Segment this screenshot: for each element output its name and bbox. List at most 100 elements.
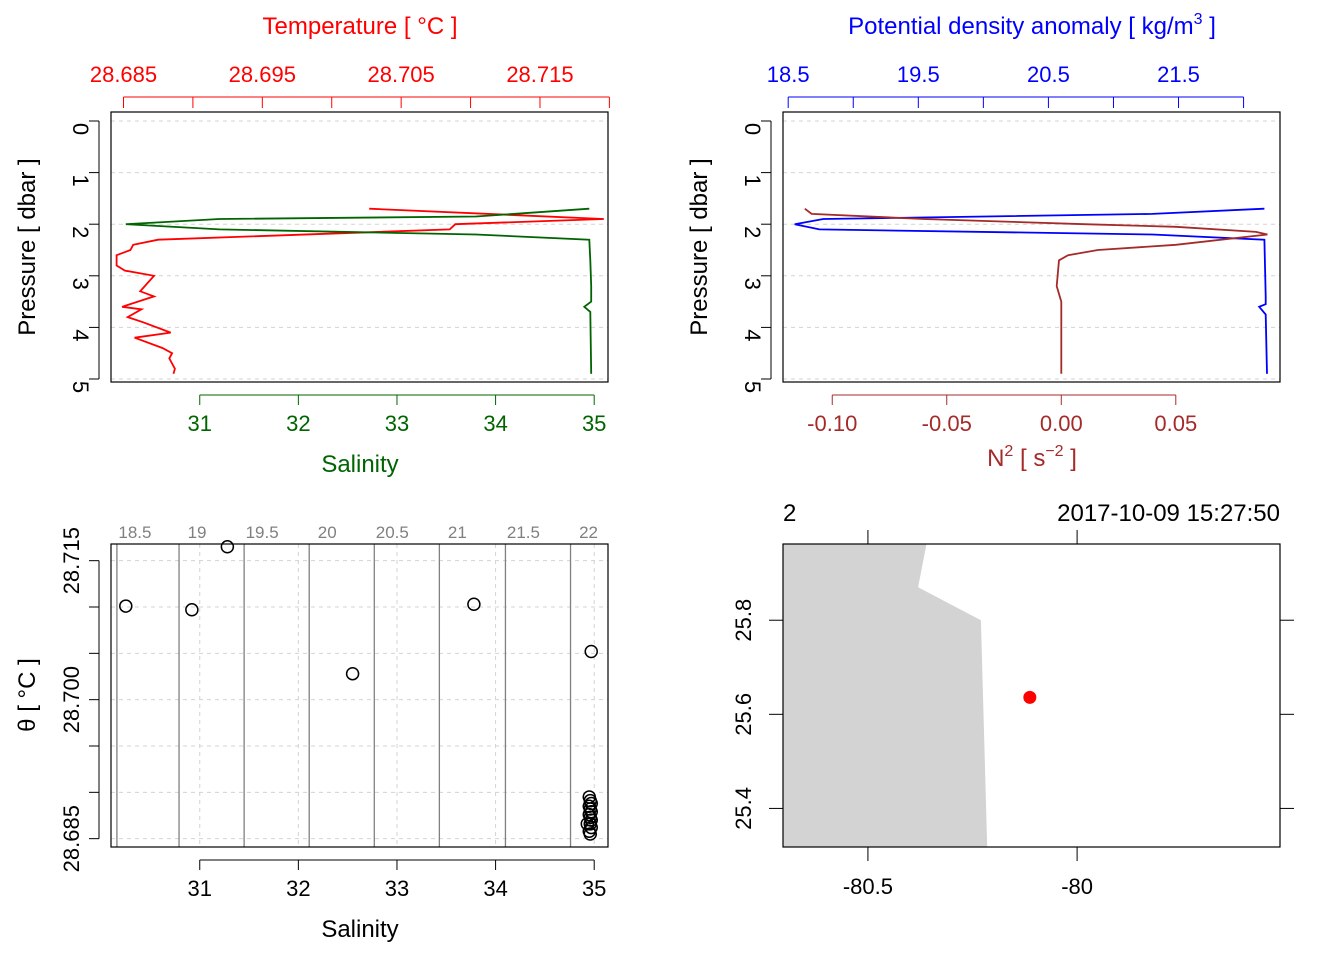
top-axis-tick-label: 28.685: [90, 62, 157, 87]
top-axis-tick-label: 20.5: [1027, 62, 1070, 87]
p3-plot-frame: [110, 543, 609, 848]
isopycnal-label: 19: [188, 523, 207, 542]
pressure-tick-label: 2: [68, 226, 93, 238]
pressure-tick-label: 3: [68, 278, 93, 290]
p1-profile-lines: [115, 207, 604, 375]
series-line-temperature: [115, 207, 604, 375]
panel-station-map: 2 2017-10-09 15:27:50 -80.5 -80 25.4 25.6 25…: [731, 500, 1294, 899]
series-line-potential-density-anomaly: [794, 207, 1268, 374]
top-axis-tick-label: 19.5: [897, 62, 940, 87]
p4-plot-frame: [782, 543, 1281, 848]
ts-point: [345, 666, 360, 681]
panel-ts-diagram: 18.5 19 19.5 20 20.5 21 21.5 22 31 32 33 34 35 Sali…: [14, 523, 609, 943]
bottom-axis-tick-label: -0.10: [807, 411, 857, 436]
p3-isopycnal-lines: 18.5 19 19.5 20 20.5 21 21.5 22: [116, 523, 598, 847]
p2-density-axis-title: Potential density anomaly [ kg/m3 ]: [848, 11, 1216, 40]
salinity-tick-label: 35: [582, 876, 606, 901]
longitude-tick-label: -80.5: [843, 874, 893, 899]
p3-theta-axis: 28.685 28.700 28.715: [59, 527, 100, 872]
ts-point: [580, 817, 595, 831]
panel-temperature-salinity-profile: Temperature [ °C ] 28.685 28.695 28.705 28.…: [14, 13, 610, 478]
bottom-axis-tick-label: 0.00: [1040, 411, 1083, 436]
p1-temperature-axis-title: Temperature [ °C ]: [263, 13, 458, 40]
pressure-tick-label: 2: [740, 226, 765, 238]
p2-pressure-axis-title: Pressure [ dbar ]: [686, 158, 713, 335]
p1-pressure-axis: 0 1 2 3 4 5: [68, 120, 100, 393]
p2-n2-axis-title: N2 [ s−2 ]: [987, 443, 1077, 472]
bottom-axis-tick-label: -0.05: [922, 411, 972, 436]
ts-point: [220, 540, 235, 554]
bottom-axis-tick-label: 33: [385, 411, 409, 436]
series-line-salinity: [125, 207, 593, 374]
pressure-tick-label: 4: [68, 329, 93, 341]
bottom-axis-tick-label: 31: [188, 411, 212, 436]
bottom-axis-tick-label: 35: [582, 411, 606, 436]
theta-tick-label: 28.685: [59, 805, 84, 872]
p1-gridlines: [111, 120, 608, 380]
panel-density-n2-profile: Potential density anomaly [ kg/m3 ] 18.5…: [686, 11, 1281, 472]
isopycnal-label: 21.5: [507, 523, 540, 542]
p4-map-axes: -80.5 -80 25.4 25.6 25.8: [731, 530, 1294, 899]
p1-salinity-axis: 31 32 33 34 35: [188, 394, 606, 436]
ts-point: [119, 599, 133, 613]
bottom-axis-tick-label: 0.05: [1154, 411, 1197, 436]
p2-density-axis: 18.5 19.5 20.5 21.5: [767, 62, 1245, 108]
ts-point: [583, 827, 597, 841]
top-axis-tick-label: 21.5: [1157, 62, 1200, 87]
pressure-tick-label: 5: [68, 381, 93, 393]
p4-station-label: 2: [783, 500, 796, 527]
isopycnal-label: 18.5: [118, 523, 151, 542]
p1-temperature-axis: 28.685 28.695 28.705 28.715: [90, 62, 610, 108]
salinity-tick-label: 34: [483, 876, 507, 901]
bottom-axis-tick-label: 34: [483, 411, 507, 436]
p2-gridlines: [783, 120, 1280, 380]
salinity-tick-label: 31: [188, 876, 212, 901]
pressure-tick-label: 1: [68, 174, 93, 186]
isopycnal-label: 22: [579, 523, 598, 542]
p4-map-content: [783, 544, 1037, 847]
salinity-tick-label: 32: [286, 876, 310, 901]
station-marker: [1023, 690, 1037, 704]
pressure-tick-label: 4: [740, 329, 765, 341]
land-polygon: [783, 544, 988, 847]
p2-plot-frame: [782, 111, 1281, 383]
theta-tick-label: 28.715: [59, 527, 84, 594]
ts-point: [584, 644, 598, 659]
ts-point: [185, 603, 199, 617]
pressure-tick-label: 0: [68, 123, 93, 135]
p3-ts-points: [119, 540, 598, 841]
top-axis-tick-label: 28.705: [367, 62, 434, 87]
p3-salinity-axis: 31 32 33 34 35: [188, 859, 606, 901]
pressure-tick-label: 0: [740, 123, 765, 135]
pressure-tick-label: 3: [740, 278, 765, 290]
p2-pressure-axis: 0 1 2 3 4 5: [740, 120, 772, 393]
longitude-tick-label: -80: [1061, 874, 1093, 899]
latitude-tick-label: 25.4: [731, 787, 756, 830]
theta-tick-label: 28.700: [59, 666, 84, 733]
p3-gridlines: [111, 544, 608, 847]
isopycnal-label: 19.5: [246, 523, 279, 542]
top-axis-tick-label: 18.5: [767, 62, 810, 87]
bottom-axis-tick-label: 32: [286, 411, 310, 436]
p2-n2-axis: -0.10 -0.05 0.00 0.05: [807, 394, 1197, 436]
p1-plot-frame: [110, 111, 609, 383]
series-line-n2: [804, 207, 1268, 374]
ts-point: [467, 597, 481, 611]
isopycnal-label: 21: [448, 523, 467, 542]
top-axis-tick-label: 28.715: [506, 62, 573, 87]
p4-datetime-label: 2017-10-09 15:27:50: [1057, 500, 1280, 527]
salinity-tick-label: 33: [385, 876, 409, 901]
p1-pressure-axis-title: Pressure [ dbar ]: [14, 158, 41, 335]
latitude-tick-label: 25.8: [731, 599, 756, 642]
top-axis-tick-label: 28.695: [229, 62, 296, 87]
p1-salinity-axis-title: Salinity: [321, 451, 398, 478]
pressure-tick-label: 1: [740, 174, 765, 186]
p3-salinity-axis-title: Salinity: [321, 916, 398, 943]
latitude-tick-label: 25.6: [731, 693, 756, 736]
isopycnal-label: 20: [318, 523, 337, 542]
pressure-tick-label: 5: [740, 381, 765, 393]
p2-profile-lines: [794, 207, 1268, 374]
p3-theta-axis-title: θ [ °C ]: [14, 658, 41, 732]
isopycnal-label: 20.5: [376, 523, 409, 542]
